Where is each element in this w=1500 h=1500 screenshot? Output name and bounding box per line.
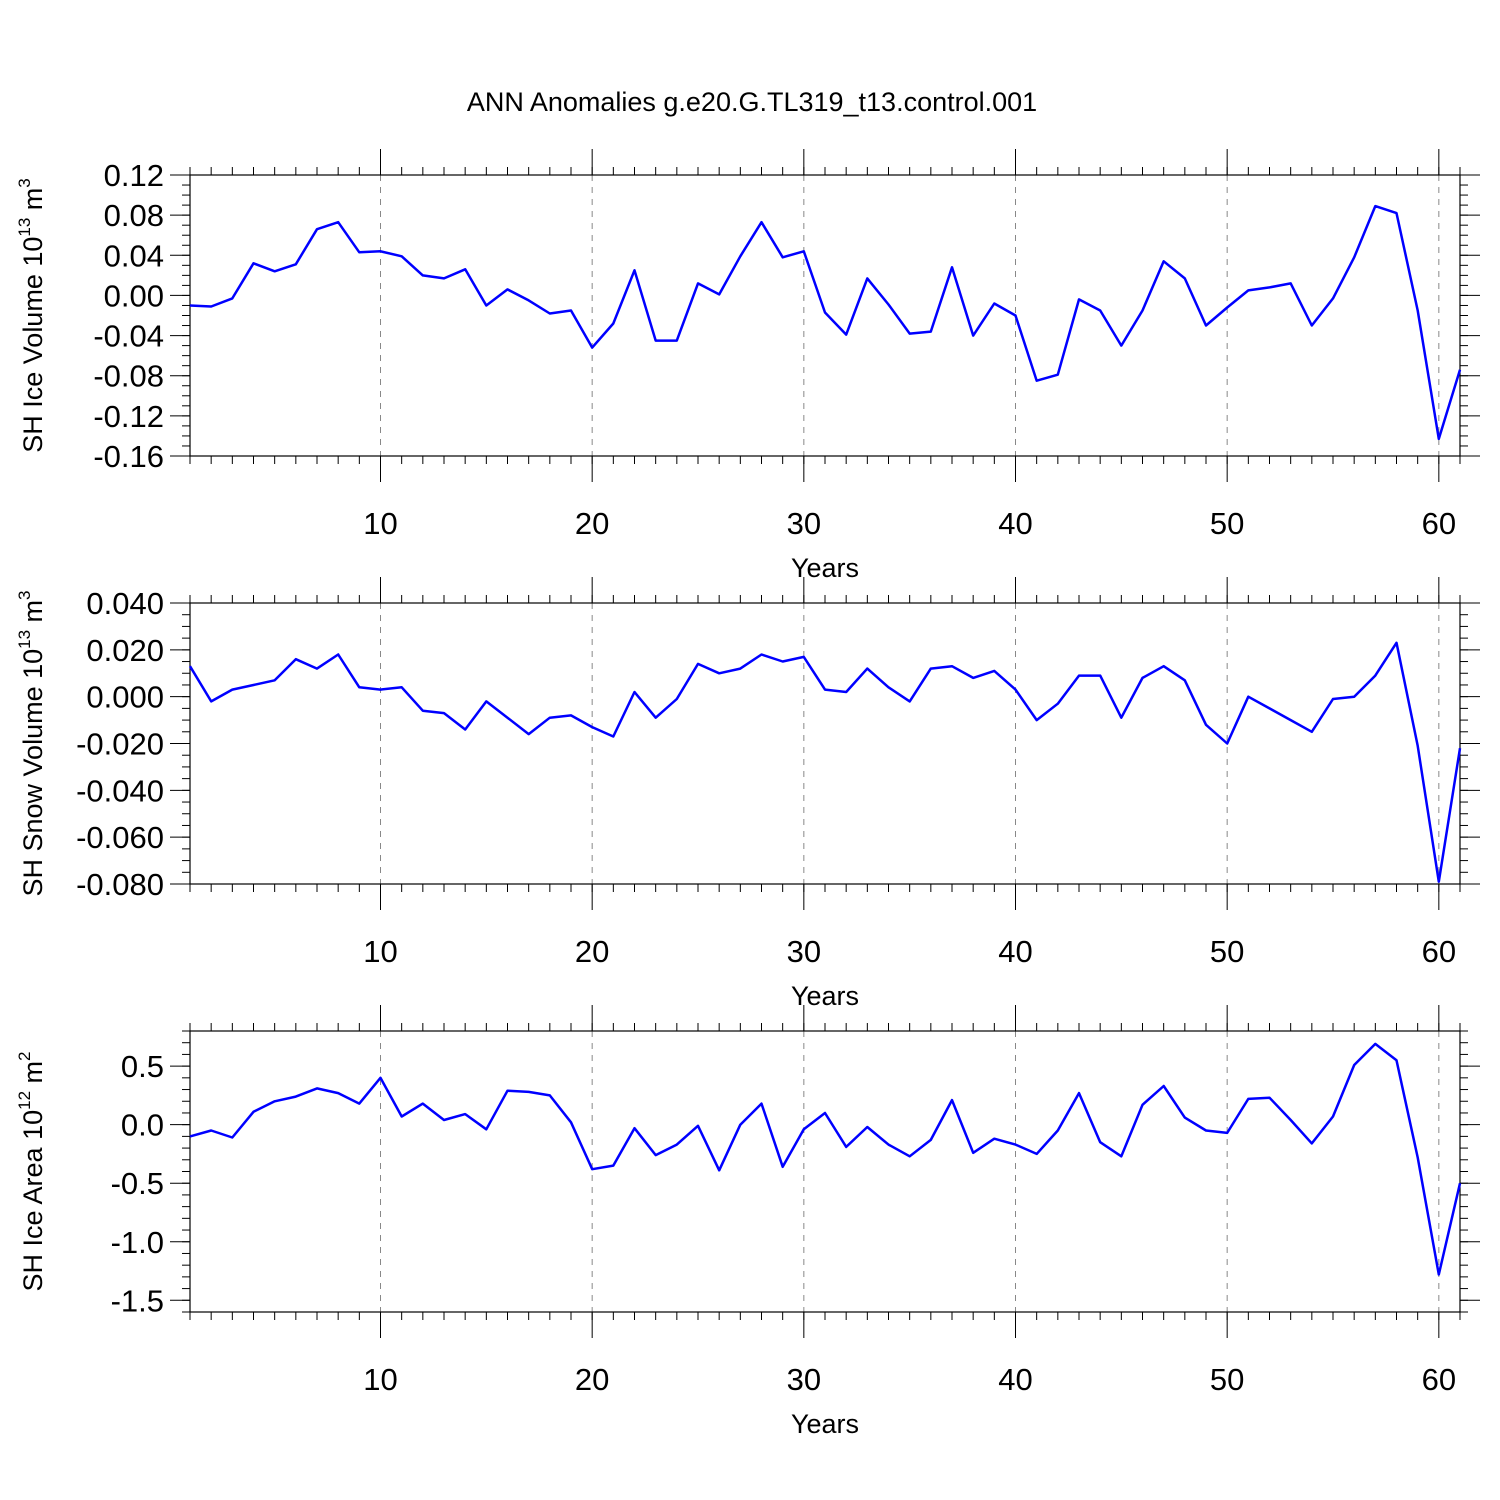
- series-line-1: [188, 641, 1462, 883]
- x-tick-label: 50: [1210, 1362, 1244, 1397]
- figure-title: ANN Anomalies g.e20.G.TL319_t13.control.…: [467, 87, 1037, 117]
- y-axis-label-part: m: [18, 188, 48, 218]
- plot-frame: [189, 602, 1461, 885]
- y-axis-label-part: SH Ice Area 10: [18, 1110, 48, 1292]
- y-axis-label: SH Ice Area 1012 m2: [15, 1052, 48, 1292]
- x-tick-label: 10: [363, 934, 397, 969]
- y-tick-label: -0.04: [93, 319, 164, 354]
- y-tick-label: 0.040: [86, 586, 164, 621]
- x-tick-label: 40: [998, 506, 1032, 541]
- y-tick-label: 0.08: [104, 198, 164, 233]
- x-tick-label: 50: [1210, 934, 1244, 969]
- series-line-1: [189, 1042, 1462, 1276]
- x-tick-label: 60: [1422, 506, 1456, 541]
- chart-panel-3: 0.5 0.0 -0.5 -1.0 -1.5 10 20 30 40 50 60 Years SH Ic…: [15, 1005, 1480, 1439]
- y-tick-label: -1.0: [111, 1225, 164, 1260]
- y-axis-label-part: m: [18, 1061, 48, 1091]
- y-tick-label: -1.5: [111, 1283, 164, 1318]
- y-axis-label-superscript: 3: [15, 590, 34, 599]
- y-tick-label: -0.020: [76, 727, 164, 762]
- plot-frame: [189, 174, 1461, 457]
- y-axis-label-superscript: 12: [15, 1091, 34, 1110]
- y-tick-label: -0.08: [93, 359, 164, 394]
- y-tick-label: 0.5: [121, 1049, 164, 1084]
- x-tick-label: 50: [1210, 506, 1244, 541]
- x-tick-label: 20: [575, 934, 609, 969]
- y-axis-label-superscript: 13: [15, 218, 34, 237]
- x-axis-label: Years: [791, 981, 859, 1011]
- y-axis-label-superscript: 13: [15, 630, 34, 649]
- x-axis-label: Years: [791, 1409, 859, 1439]
- y-tick-label: -0.040: [76, 773, 164, 808]
- x-tick-label: 40: [998, 1362, 1032, 1397]
- x-tick-label: 30: [787, 1362, 821, 1397]
- y-tick-label: -0.080: [76, 867, 164, 902]
- y-tick-label: 0.04: [104, 238, 164, 273]
- y-tick-label: 0.00: [104, 278, 164, 313]
- series-line-1: [189, 204, 1462, 441]
- x-tick-label: 30: [787, 506, 821, 541]
- x-tick-label: 20: [575, 1362, 609, 1397]
- y-axis-label-part: SH Ice Volume 10: [18, 237, 48, 453]
- y-tick-label: 0.000: [86, 680, 164, 715]
- chart-panel-1: 0.12 0.08 0.04 0.00 -0.04 -0.08 -0.12 -0.16 10 20…: [15, 149, 1480, 583]
- y-tick-label: -0.12: [93, 399, 164, 434]
- y-axis-label-part: m: [18, 600, 48, 630]
- y-axis-label-part: SH Snow Volume 10: [18, 649, 48, 897]
- plot-frame: [189, 1030, 1461, 1313]
- y-tick-label: 0.0: [121, 1108, 164, 1143]
- x-tick-label: 30: [787, 934, 821, 969]
- x-tick-label: 10: [363, 1362, 397, 1397]
- x-tick-label: 10: [363, 506, 397, 541]
- x-tick-label: 20: [575, 506, 609, 541]
- x-tick-label: 60: [1422, 1362, 1456, 1397]
- y-tick-label: -0.5: [111, 1166, 164, 1201]
- x-tick-label: 40: [998, 934, 1032, 969]
- y-axis-label: SH Snow Volume 1013 m3: [15, 590, 48, 896]
- y-tick-label: -0.060: [76, 820, 164, 855]
- y-tick-label: 0.12: [104, 158, 164, 193]
- y-axis-label-superscript: 2: [15, 1052, 34, 1061]
- x-tick-label: 60: [1422, 934, 1456, 969]
- y-tick-label: -0.16: [93, 439, 164, 474]
- y-tick-label: 0.020: [86, 633, 164, 668]
- y-axis-label: SH Ice Volume 1013 m3: [15, 178, 48, 453]
- x-axis-label: Years: [791, 553, 859, 583]
- chart-panel-2: 0.040 0.020 0.000 -0.020 -0.040 -0.060 -0.080 1…: [15, 577, 1480, 1011]
- y-axis-label-superscript: 3: [15, 178, 34, 187]
